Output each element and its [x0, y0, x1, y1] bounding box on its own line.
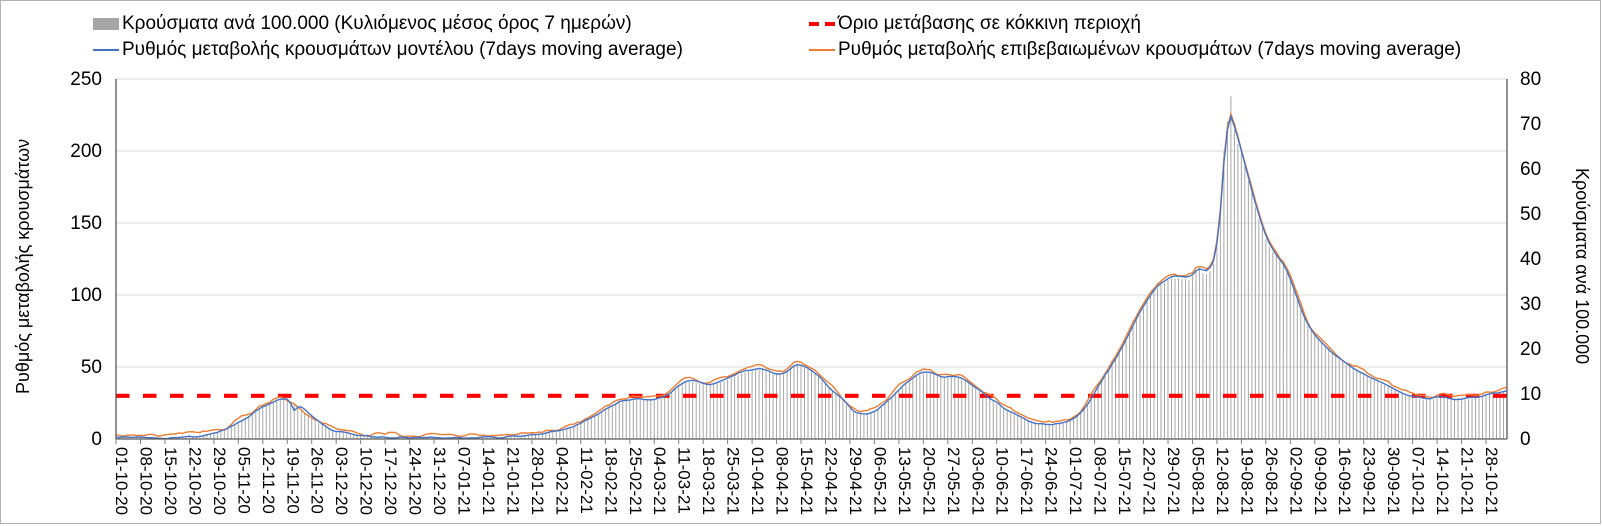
svg-text:24-12-20: 24-12-20 [406, 447, 425, 515]
svg-text:23-09-21: 23-09-21 [1360, 447, 1379, 515]
svg-text:30-09-21: 30-09-21 [1384, 447, 1403, 515]
svg-text:06-05-21: 06-05-21 [870, 447, 889, 515]
svg-text:12-08-21: 12-08-21 [1213, 447, 1232, 515]
svg-text:22-10-20: 22-10-20 [185, 447, 204, 515]
svg-text:30: 30 [1520, 294, 1541, 315]
svg-text:05-08-21: 05-08-21 [1189, 447, 1208, 515]
svg-text:17-06-21: 17-06-21 [1017, 447, 1036, 515]
svg-text:08-07-21: 08-07-21 [1091, 447, 1110, 515]
svg-text:50: 50 [81, 357, 102, 378]
svg-text:14-01-21: 14-01-21 [479, 447, 498, 515]
svg-text:01-07-21: 01-07-21 [1066, 447, 1085, 515]
svg-text:29-04-21: 29-04-21 [846, 447, 865, 515]
svg-text:02-09-21: 02-09-21 [1286, 447, 1305, 515]
svg-text:0: 0 [91, 429, 102, 450]
svg-text:150: 150 [70, 213, 102, 234]
svg-text:10: 10 [1520, 384, 1541, 405]
svg-text:18-03-21: 18-03-21 [699, 447, 718, 515]
svg-text:27-05-21: 27-05-21 [944, 447, 963, 515]
svg-text:04-02-21: 04-02-21 [552, 447, 571, 515]
svg-text:10-06-21: 10-06-21 [993, 447, 1012, 515]
svg-text:05-11-20: 05-11-20 [234, 447, 253, 514]
svg-text:15-10-20: 15-10-20 [161, 447, 180, 515]
svg-text:50: 50 [1520, 204, 1541, 225]
svg-text:21-01-21: 21-01-21 [503, 447, 522, 515]
svg-text:12-11-20: 12-11-20 [259, 447, 278, 514]
svg-text:26-08-21: 26-08-21 [1262, 447, 1281, 515]
svg-text:28-10-21: 28-10-21 [1482, 447, 1501, 515]
svg-text:100: 100 [70, 285, 102, 306]
svg-text:09-09-21: 09-09-21 [1311, 447, 1330, 515]
svg-text:16-09-21: 16-09-21 [1335, 447, 1354, 515]
svg-text:31-12-20: 31-12-20 [430, 447, 449, 515]
svg-text:60: 60 [1520, 159, 1541, 180]
svg-text:15-07-21: 15-07-21 [1115, 447, 1134, 515]
svg-text:20-05-21: 20-05-21 [919, 447, 938, 515]
svg-text:24-06-21: 24-06-21 [1042, 447, 1061, 515]
svg-text:0: 0 [1520, 429, 1531, 450]
svg-text:200: 200 [70, 141, 102, 162]
svg-text:11-02-21: 11-02-21 [577, 447, 596, 514]
svg-text:21-10-21: 21-10-21 [1458, 447, 1477, 515]
svg-text:07-10-21: 07-10-21 [1409, 447, 1428, 515]
svg-text:14-10-21: 14-10-21 [1433, 447, 1452, 515]
svg-text:15-04-21: 15-04-21 [797, 447, 816, 515]
svg-text:22-07-21: 22-07-21 [1140, 447, 1159, 515]
svg-text:40: 40 [1520, 249, 1541, 270]
svg-text:26-11-20: 26-11-20 [308, 447, 327, 514]
svg-text:250: 250 [70, 69, 102, 90]
svg-text:22-04-21: 22-04-21 [822, 447, 841, 515]
svg-text:29-10-20: 29-10-20 [210, 447, 229, 515]
svg-text:29-07-21: 29-07-21 [1164, 447, 1183, 515]
svg-text:07-01-21: 07-01-21 [455, 447, 474, 515]
svg-text:25-02-21: 25-02-21 [626, 447, 645, 515]
svg-text:80: 80 [1520, 69, 1541, 90]
svg-text:19-11-20: 19-11-20 [283, 447, 302, 514]
svg-text:11-03-21: 11-03-21 [675, 447, 694, 514]
svg-text:04-03-21: 04-03-21 [650, 447, 669, 515]
svg-text:20: 20 [1520, 339, 1541, 360]
svg-text:10-12-20: 10-12-20 [357, 447, 376, 515]
svg-text:08-10-20: 08-10-20 [137, 447, 156, 515]
svg-text:03-06-21: 03-06-21 [968, 447, 987, 515]
svg-text:18-02-21: 18-02-21 [601, 447, 620, 515]
svg-text:17-12-20: 17-12-20 [381, 447, 400, 515]
svg-text:28-01-21: 28-01-21 [528, 447, 547, 515]
svg-text:70: 70 [1520, 114, 1541, 135]
svg-text:13-05-21: 13-05-21 [895, 447, 914, 515]
svg-text:01-04-21: 01-04-21 [748, 447, 767, 515]
svg-text:25-03-21: 25-03-21 [724, 447, 743, 515]
svg-text:08-04-21: 08-04-21 [773, 447, 792, 515]
svg-text:19-08-21: 19-08-21 [1237, 447, 1256, 515]
svg-text:03-12-20: 03-12-20 [332, 447, 351, 515]
svg-text:01-10-20: 01-10-20 [112, 447, 131, 515]
